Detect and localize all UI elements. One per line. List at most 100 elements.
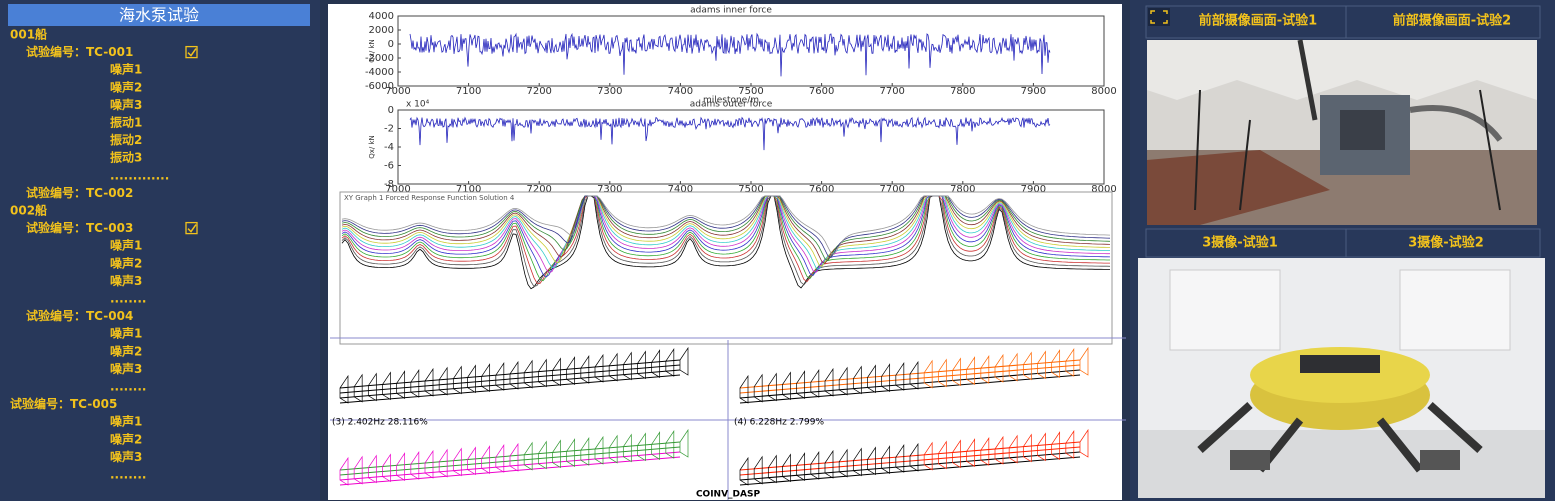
mode-wire [994,435,1004,465]
x-tick-label: 8000 [1091,86,1116,97]
mode-wire [382,371,391,401]
mode-wire [651,431,661,460]
sidebar [0,0,320,501]
tree-item[interactable]: 噪声3 [110,449,142,464]
camera-tab[interactable]: 前部摄像画面-试验2 [1393,13,1511,29]
camera-tab[interactable]: 前部摄像画面-试验1 [1199,13,1317,29]
tree-item[interactable]: 噪声1 [110,238,142,253]
title-bar [8,4,310,26]
mode-wire [509,442,519,472]
tree-item[interactable]: 试验编号：TC-004 [26,308,133,323]
tree-item[interactable]: 噪声2 [110,79,142,94]
mode-wire [1051,349,1061,378]
mode-wire [1022,433,1032,463]
mode-wire [1022,351,1032,381]
mode-wire [767,372,777,402]
y-tick-label: 2000 [369,25,394,36]
x-tick-label: 7500 [738,184,763,195]
expand-icon [1150,10,1168,24]
mode-wire [852,447,862,477]
checkbox[interactable] [185,45,198,59]
tree-item[interactable]: 001船 [10,27,47,42]
mode-wire [637,432,646,462]
mode-wire [339,374,349,404]
tree-item[interactable]: 噪声2 [110,255,142,270]
tree-item[interactable]: 002船 [10,203,47,218]
mode-wire [580,355,590,384]
tree-item[interactable]: 试验编号：TC-005 [10,396,117,411]
tree-item[interactable]: 噪声3 [110,361,142,376]
camera-feed-2 [1138,258,1545,498]
tree-item[interactable]: 试验编号：TC-003 [26,220,133,235]
camera-feed-1 [1147,39,1537,225]
camera-tab[interactable]: 3摄像-试验1 [1202,235,1278,251]
mode-wire [923,441,933,471]
tree-item[interactable]: 噪声1 [110,326,142,341]
frf-curve [341,195,1111,267]
mode-wire [594,353,604,383]
y-tick-label: -2 [384,124,394,135]
camera-tab[interactable]: 3摄像-试验2 [1408,235,1484,251]
y-tick-label: -6000 [365,81,394,92]
x-tick-label: 7600 [809,184,834,195]
x-tick-label: 7900 [1021,86,1046,97]
tree-item[interactable]: 振动1 [110,115,142,130]
mode-footer: COINV_DASP [696,490,761,500]
mode-wire [881,363,891,392]
mode-wire [424,449,434,479]
mode-wire [1079,346,1089,376]
tree-item[interactable]: ........ [110,292,146,306]
tab-borders [1145,5,1541,258]
tree-item[interactable]: 噪声2 [110,343,142,358]
mode-wire [796,452,806,481]
mode-wire [881,445,891,474]
tree-item[interactable]: 振动2 [110,132,142,147]
frf-curve [341,195,1111,264]
mode-wire [594,435,604,465]
frf-curve [341,195,1110,274]
mode-wire [937,440,947,470]
y-axis-label: Qx/ kN [368,135,376,159]
tree-item[interactable]: ........ [110,380,146,394]
mode-wire [608,352,618,382]
mode-wire [838,366,848,396]
expand-button[interactable] [1148,8,1170,26]
signal-trace [409,32,1051,77]
checkbox[interactable] [185,221,198,235]
mode-wire [467,364,476,394]
mode-wire [523,441,533,471]
tree-item[interactable]: 噪声1 [110,62,142,77]
frf-curve [341,195,1110,284]
tree-item[interactable]: ............. [110,168,169,182]
mode-wire [824,367,834,397]
mode-wire [739,456,1081,486]
mode-wire [1037,432,1046,462]
tree-item[interactable]: 试验编号：TC-001 [26,44,133,59]
x-tick-label: 7800 [950,184,975,195]
tree-item[interactable]: 噪声3 [110,273,142,288]
mode-label: (4) 6.228Hz 2.799% [734,418,824,428]
mode-wire [566,438,576,467]
mode-wire [608,434,618,464]
mode-wire [980,437,990,466]
mode-wire [1008,352,1018,382]
mode-wire [753,455,763,485]
tree-item[interactable]: 试验编号：TC-002 [26,185,133,200]
tree-item[interactable]: 噪声3 [110,97,142,112]
signal-trace [409,116,1051,151]
mode-wire [782,453,791,483]
x-tick-label: 7000 [385,184,410,195]
mode-wire [637,350,646,380]
tree-item[interactable]: 噪声2 [110,431,142,446]
tree-item[interactable]: 噪声1 [110,414,142,429]
tree-item[interactable]: ........ [110,468,146,482]
x-tick-label: 7600 [809,86,834,97]
mode-wire [651,349,661,378]
x-axis-label: milestone/m [703,96,759,106]
y-axis-label: Qx/ kN [368,39,376,63]
mode-wire [810,451,820,480]
frf-curve [341,195,1111,256]
tree-item[interactable]: 振动3 [110,150,142,165]
mode-wire [966,438,976,467]
